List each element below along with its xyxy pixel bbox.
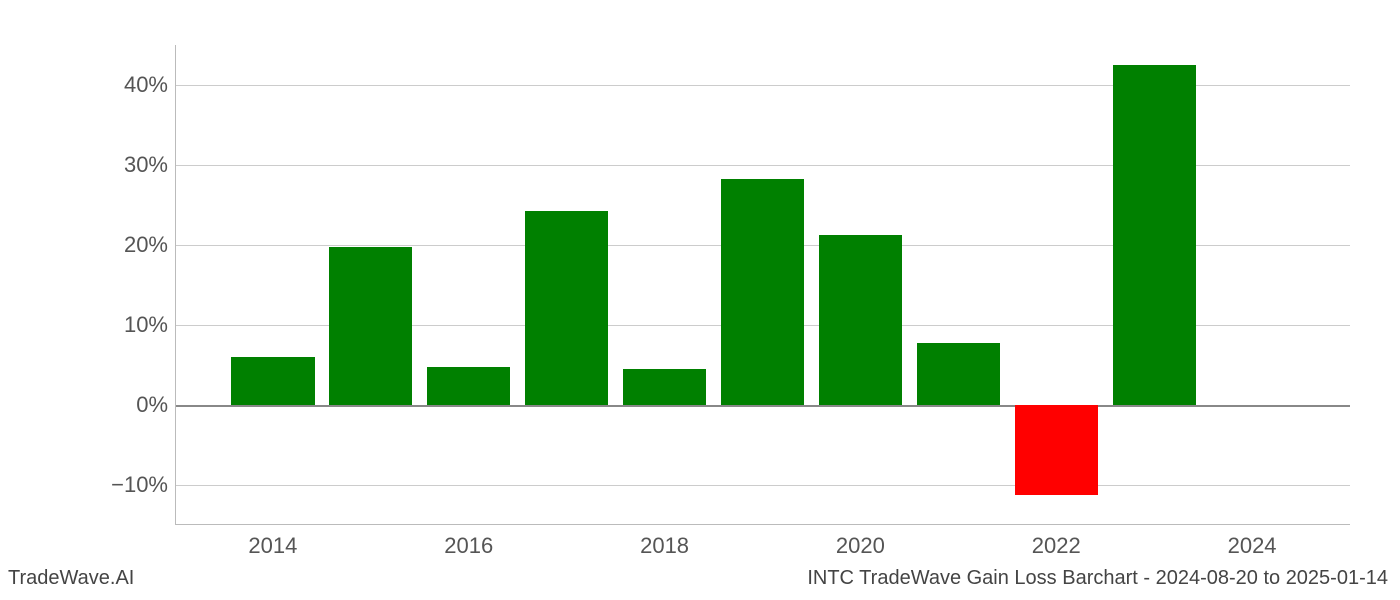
x-tick-label: 2016 xyxy=(444,533,493,559)
plot-area xyxy=(175,45,1350,525)
y-tick-label: 40% xyxy=(88,72,168,98)
x-tick-label: 2014 xyxy=(248,533,297,559)
footer-right-text: INTC TradeWave Gain Loss Barchart - 2024… xyxy=(807,567,1388,590)
zero-line xyxy=(175,405,1350,407)
x-tick-label: 2024 xyxy=(1228,533,1277,559)
bar-2017 xyxy=(525,211,608,405)
bar-2023 xyxy=(1113,65,1196,405)
bar-2016 xyxy=(427,367,510,405)
y-tick-label: 0% xyxy=(88,392,168,418)
bar-2020 xyxy=(819,235,902,405)
bar-2018 xyxy=(623,369,706,405)
bar-2022 xyxy=(1015,405,1098,495)
bar-2019 xyxy=(721,179,804,405)
y-tick-label: 20% xyxy=(88,232,168,258)
bar-2021 xyxy=(917,343,1000,405)
x-tick-label: 2022 xyxy=(1032,533,1081,559)
x-tick-label: 2020 xyxy=(836,533,885,559)
footer-left-text: TradeWave.AI xyxy=(8,567,134,590)
chart-plot-area xyxy=(175,45,1350,525)
y-tick-label: 10% xyxy=(88,312,168,338)
x-tick-label: 2018 xyxy=(640,533,689,559)
gridline xyxy=(175,485,1350,486)
y-tick-label: 30% xyxy=(88,152,168,178)
y-tick-label: −10% xyxy=(88,472,168,498)
bar-2014 xyxy=(231,357,314,405)
bar-2015 xyxy=(329,247,412,405)
